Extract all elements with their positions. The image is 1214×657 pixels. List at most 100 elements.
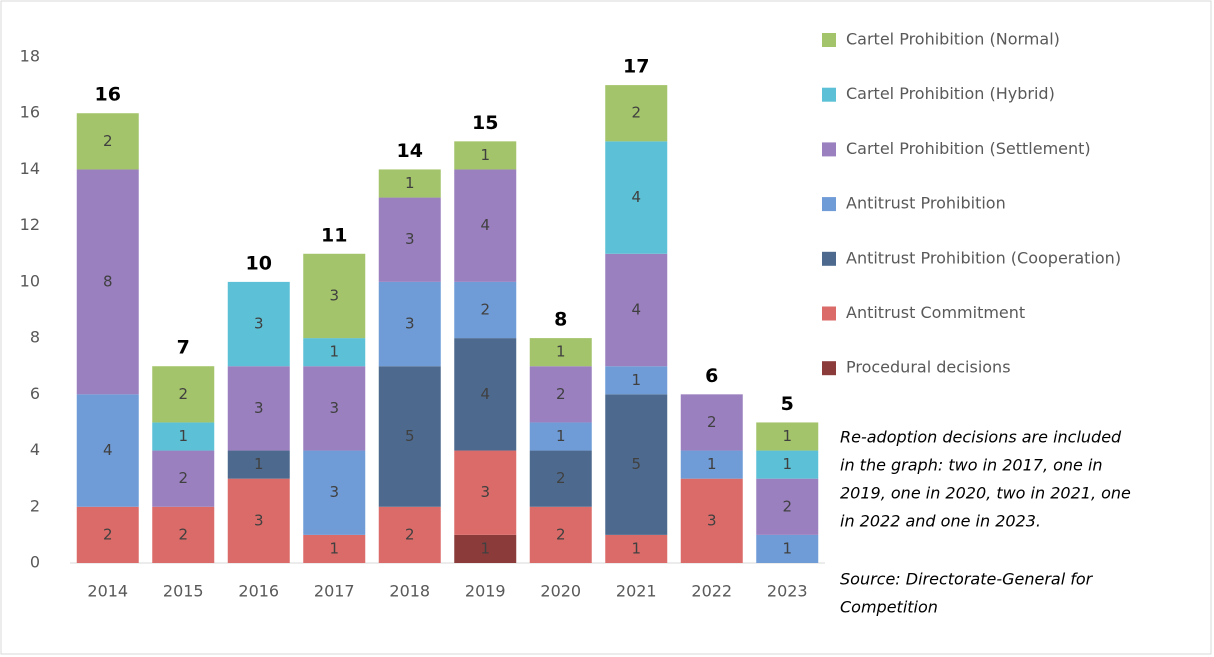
segment-label: 2 [178,469,188,487]
bar-segment [756,422,819,451]
segment-label: 4 [103,441,113,459]
note-text: in 2022 and one in 2023. [840,512,1041,531]
legend-label: Antitrust Prohibition [846,194,1006,213]
segment-label: 3 [480,483,490,501]
y-tick-label: 8 [30,328,40,347]
segment-label: 1 [782,539,792,557]
bar-segment [605,141,668,254]
segment-label: 1 [556,427,566,445]
segment-label: 1 [631,539,641,557]
total-label: 17 [623,56,649,78]
segment-label: 1 [782,455,792,473]
segment-label: 2 [405,525,415,543]
x-tick-label: 2023 [767,582,808,601]
bar-segment [303,253,366,339]
bar-segment [756,478,819,535]
total-label: 8 [554,309,567,331]
legend-swatch [822,361,836,376]
segment-label: 2 [556,469,566,487]
total-label: 7 [177,337,190,359]
bar-segment [76,113,139,170]
bar-segment [454,169,517,282]
bar-segment [680,450,743,479]
total-label: 5 [781,393,794,415]
segment-label: 2 [631,104,641,122]
bar-segment [227,366,290,451]
segment-label: 5 [405,427,415,445]
segment-label: 4 [631,301,641,319]
bar-segment [303,450,366,535]
bar-segment [680,394,743,451]
segment-label: 1 [329,539,339,557]
y-tick-label: 6 [30,384,40,403]
bar-segment [227,281,290,367]
segment-label: 1 [405,174,415,192]
bar-segment [756,450,819,479]
bar-segment [454,450,517,535]
bar-segment [378,197,441,282]
bar-segment [378,281,441,367]
bar-segment [303,534,366,563]
bar-segment [76,169,139,395]
bar-segment [605,253,668,367]
segment-label: 3 [405,230,415,248]
y-tick-label: 10 [20,271,40,290]
x-tick-label: 2022 [691,582,732,601]
bar-segment [605,394,668,535]
legend-label: Cartel Prohibition (Settlement) [846,139,1091,158]
y-tick-label: 18 [20,47,40,66]
legend-label: Cartel Prohibition (Normal) [846,30,1060,49]
segment-label: 2 [556,525,566,543]
x-tick-label: 2016 [238,582,279,601]
segment-label: 2 [707,413,717,431]
segment-label: 2 [103,132,113,150]
bar-segment [529,450,592,507]
bar-segment [303,338,366,367]
x-tick-label: 2021 [616,582,657,601]
y-tick-label: 2 [30,496,40,515]
bar-segment [680,478,743,563]
segment-label: 2 [103,525,113,543]
x-tick-label: 2017 [314,582,355,601]
x-tick-label: 2014 [87,582,128,601]
legend-label: Antitrust Prohibition (Cooperation) [846,248,1121,267]
segment-label: 1 [178,427,188,445]
segment-label: 1 [480,146,490,164]
y-tick-label: 16 [20,103,40,122]
bar-segment [152,450,215,507]
bar-segment [529,422,592,451]
x-tick-label: 2018 [389,582,430,601]
bar-segment [454,141,517,170]
bar-segment [227,450,290,479]
segment-label: 1 [707,455,717,473]
total-label: 15 [472,112,498,134]
total-label: 14 [397,140,423,162]
note-text: Re-adoption decisions are included [840,428,1122,447]
legend-swatch [822,306,836,321]
legend-label: Antitrust Commitment [846,303,1025,322]
bar-segment [605,366,668,395]
bar-segment [454,338,517,451]
segment-label: 3 [405,315,415,333]
segment-label: 3 [254,399,264,417]
bar-segment [529,506,592,563]
source-text: Source: Directorate-General for [840,570,1094,589]
bar-segment [454,534,517,563]
segment-label: 2 [178,385,188,403]
segment-label: 2 [782,497,792,515]
segment-label: 3 [254,511,264,529]
segment-label: 2 [556,385,566,403]
y-tick-label: 0 [30,553,40,572]
y-tick-label: 12 [20,215,40,234]
bar-segment [529,338,592,367]
bar-segment [454,281,517,339]
source-text: Competition [840,598,938,617]
total-label: 10 [246,252,272,274]
x-tick-label: 2015 [163,582,204,601]
bar-segment [378,506,441,563]
segment-label: 3 [254,315,264,333]
segment-label: 1 [480,539,490,557]
bar-segment [303,366,366,451]
segment-label: 1 [782,427,792,445]
